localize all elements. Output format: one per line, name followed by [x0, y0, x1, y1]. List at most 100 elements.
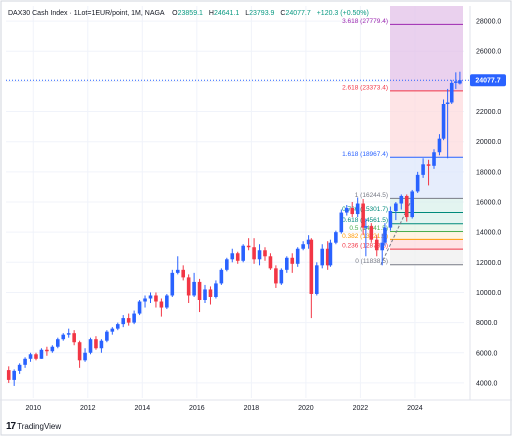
candle — [268, 253, 273, 270]
candle-body — [339, 212, 344, 233]
candle-body — [445, 102, 450, 104]
x-tick-label: 2010 — [25, 405, 41, 412]
y-tick-label: 10000.0 — [476, 290, 501, 297]
x-tick-label: 2014 — [135, 405, 151, 412]
candle — [421, 158, 425, 178]
candle — [72, 330, 76, 346]
candle — [235, 251, 240, 264]
candle — [350, 202, 355, 218]
last-price-tag: 24077.7 — [470, 74, 506, 87]
fib-zone — [390, 223, 463, 232]
x-tick-label: 2016 — [189, 405, 205, 412]
fib-zone — [390, 239, 463, 250]
close-value: 24077.7 — [285, 10, 310, 17]
candle — [197, 278, 202, 313]
candle — [415, 171, 420, 193]
candle — [83, 348, 87, 362]
y-tick-label: 14000.0 — [476, 230, 501, 237]
candle-body — [203, 289, 207, 300]
candle-body — [94, 339, 98, 349]
candle-body — [404, 195, 409, 218]
fib-level-label: 0 (11838.5) — [355, 258, 388, 265]
candle-body — [61, 334, 66, 340]
candle-body — [23, 358, 27, 365]
close-label: C — [280, 10, 285, 17]
candle — [17, 363, 22, 374]
candle — [328, 239, 333, 267]
candle-body — [186, 277, 191, 296]
candle — [339, 209, 344, 234]
candle — [380, 233, 385, 266]
y-tick-label: 26000.0 — [476, 49, 501, 56]
low-value: 23793.9 — [249, 10, 274, 17]
y-tick-label: 22000.0 — [476, 109, 501, 116]
candle — [306, 235, 311, 249]
candle — [94, 336, 98, 350]
fib-zone — [390, 249, 463, 265]
candle — [309, 238, 314, 319]
fib-level-label: 0.236 (12878.5) — [342, 243, 388, 250]
candle — [295, 247, 300, 267]
candle-body — [441, 104, 446, 139]
candle-body — [154, 295, 158, 302]
candle-body — [284, 257, 289, 270]
candle — [137, 300, 142, 316]
last-price-label: 24077.7 — [475, 78, 500, 85]
candle — [355, 197, 360, 218]
candle — [39, 348, 44, 359]
candle-body — [50, 346, 55, 352]
candle — [50, 345, 55, 353]
candle-body — [268, 256, 273, 269]
x-tick-label: 2012 — [80, 405, 96, 412]
candle — [208, 286, 213, 305]
candle-body — [55, 339, 60, 347]
high-value: 24641.1 — [214, 10, 239, 17]
candle — [165, 293, 169, 310]
y-tick-label: 28000.0 — [476, 19, 501, 26]
candle — [143, 295, 147, 308]
candle — [55, 337, 60, 349]
candle — [364, 218, 368, 257]
fibonacci-extension[interactable]: 3.618 (27779.4) 2.618 (23373.4) 1.618 (189… — [6, 6, 470, 266]
candle-body — [235, 253, 240, 261]
candle-body — [426, 164, 431, 166]
symbol-label: DAX30 Cash Index · 1Lot=1EUR/point, 1M, … — [8, 10, 165, 17]
fib-zone — [390, 6, 463, 25]
candle-body — [361, 203, 365, 228]
candle — [170, 269, 175, 297]
candle-body — [143, 298, 147, 302]
candle — [410, 189, 415, 219]
candle — [219, 268, 224, 285]
candle — [99, 339, 104, 353]
candle — [6, 366, 11, 383]
candle — [383, 223, 387, 246]
candle — [12, 369, 16, 386]
candle — [458, 71, 462, 85]
y-tick-label: 8000.0 — [476, 320, 498, 327]
fib-level-label: 0.786 (15301.7) — [342, 206, 388, 213]
y-tick-label: 20000.0 — [476, 139, 501, 146]
candle-body — [394, 203, 398, 212]
candle — [325, 241, 330, 270]
candle-body — [214, 283, 218, 297]
candle — [301, 241, 305, 251]
candle — [454, 72, 458, 89]
candle-body — [410, 191, 415, 218]
open-label: O — [172, 10, 178, 17]
candle-body — [219, 269, 224, 284]
tradingview-logo[interactable]: 17 TradingView — [6, 420, 61, 432]
candle-body — [241, 245, 245, 261]
candle — [28, 352, 33, 362]
candle-body — [355, 203, 360, 215]
x-tick-label: 2018 — [244, 405, 260, 412]
candle-body — [83, 352, 87, 361]
candle-body — [246, 245, 251, 248]
candle-body — [388, 211, 393, 228]
fib-zone — [390, 212, 463, 224]
candle-body — [230, 253, 235, 260]
candle — [284, 256, 289, 273]
candle — [320, 244, 325, 269]
